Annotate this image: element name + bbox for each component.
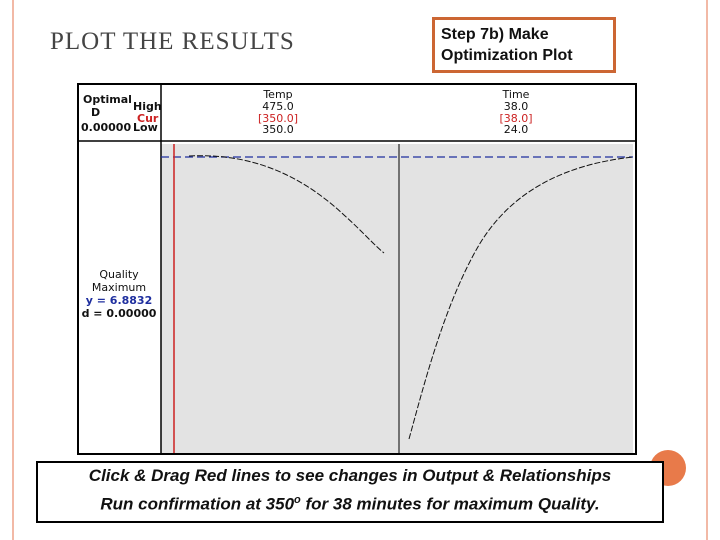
time-low-value: 24.0 (504, 123, 529, 136)
temp-low-value: 350.0 (262, 123, 294, 136)
response-goal: Maximum (92, 281, 146, 294)
slide-border-right (706, 0, 708, 540)
temp-cur-value[interactable]: [350.0] (258, 112, 298, 125)
optimization-plot-svg: Optimal High D Cur 0.00000 Low Temp 475.… (79, 85, 635, 453)
cur-label: Cur (137, 112, 159, 125)
time-response-curve (408, 156, 634, 440)
instruction-callout: Click & Drag Red lines to see changes in… (36, 461, 664, 523)
time-factor-name: Time (502, 88, 530, 101)
instruction-line-1: Click & Drag Red lines to see changes in… (88, 466, 612, 485)
step-line-2: Optimization Plot (441, 47, 573, 64)
step-callout-box: Step 7b) Make Optimization Plot (432, 17, 616, 73)
response-d-value: d = 0.00000 (82, 307, 157, 320)
time-cur-value[interactable]: [38.0] (499, 112, 532, 125)
high-label: High (133, 100, 162, 113)
optimal-label: Optimal (83, 93, 132, 106)
instruction-line-2-start: Run confirmation at 350 (100, 494, 295, 514)
degree-superscript: o (294, 494, 301, 506)
temp-response-curve (188, 155, 385, 254)
instruction-line-2: Run confirmation at 350o for 38 minutes … (38, 488, 662, 517)
step-line-1: Step 7b) Make (441, 26, 549, 43)
response-y-value: y = 6.8832 (86, 294, 153, 307)
slide-title: PLOT THE RESULTS (50, 28, 295, 55)
d-label: D (91, 106, 100, 119)
optimization-plot: Optimal High D Cur 0.00000 Low Temp 475.… (77, 83, 637, 455)
time-panel (399, 144, 633, 453)
slide-border-left (12, 0, 14, 540)
response-name: Quality (99, 268, 139, 281)
time-high-value: 38.0 (504, 100, 529, 113)
instruction-line-2-end: for 38 minutes for maximum Quality. (300, 494, 600, 514)
temp-factor-name: Temp (262, 88, 292, 101)
temp-panel (161, 144, 399, 453)
low-label: Low (133, 121, 158, 134)
d-value: 0.00000 (81, 121, 131, 134)
temp-high-value: 475.0 (262, 100, 294, 113)
